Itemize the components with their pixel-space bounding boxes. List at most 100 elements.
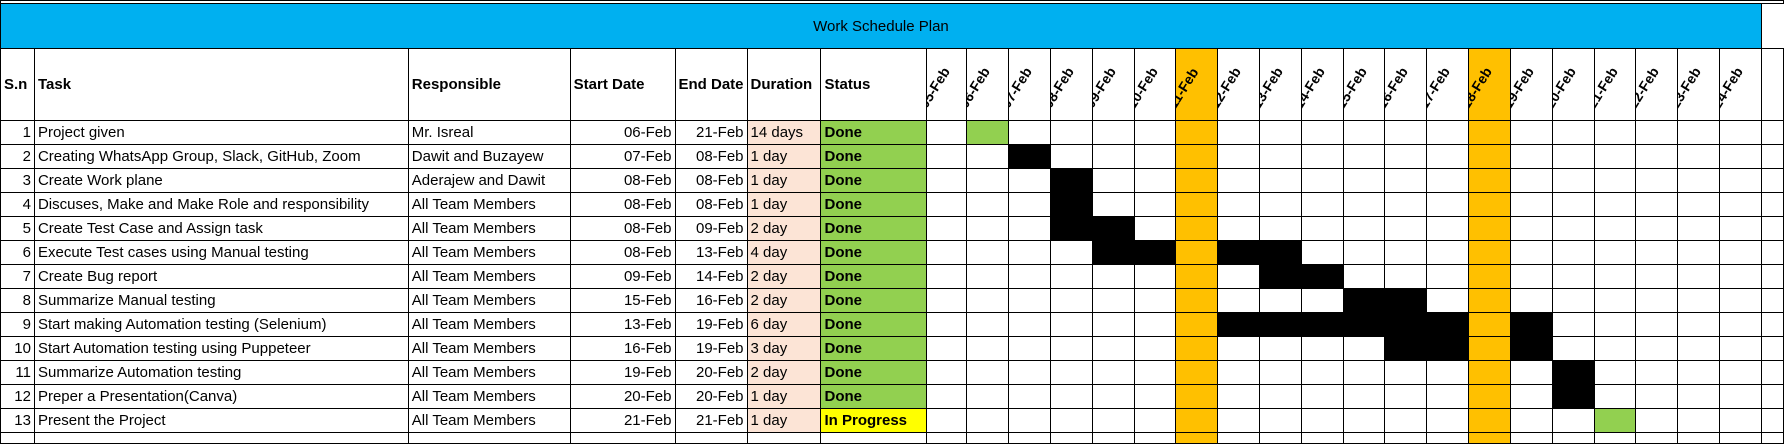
duration-cell[interactable]: 2 day: [746, 216, 822, 241]
sn-cell[interactable]: 8: [0, 288, 35, 313]
gantt-cell-12-Feb[interactable]: [1217, 216, 1260, 241]
gantt-cell-14-Feb[interactable]: [1300, 120, 1344, 145]
blank-header-cell[interactable]: [1760, 48, 1784, 121]
gantt-cell-05-Feb[interactable]: [926, 312, 968, 337]
gantt-cell-20-Feb[interactable]: [1551, 120, 1595, 145]
end-date-cell[interactable]: 09-Feb: [674, 216, 748, 241]
empty-cell[interactable]: [1468, 432, 1511, 444]
end-date-cell[interactable]: 08-Feb: [674, 192, 748, 217]
gantt-cell-08-Feb[interactable]: [1049, 216, 1093, 241]
gantt-cell-20-Feb[interactable]: [1551, 168, 1595, 193]
sn-cell[interactable]: 7: [0, 264, 35, 289]
gantt-cell-18-Feb[interactable]: [1468, 192, 1511, 217]
gantt-cell-17-Feb[interactable]: [1426, 120, 1470, 145]
empty-cell[interactable]: [1175, 432, 1219, 444]
gantt-cell-19-Feb[interactable]: [1509, 120, 1553, 145]
gantt-cell-24-Feb[interactable]: [1719, 120, 1762, 145]
gantt-cell-15-Feb[interactable]: [1342, 408, 1386, 433]
blank-cell[interactable]: [1760, 192, 1784, 217]
gantt-cell-24-Feb[interactable]: [1719, 216, 1762, 241]
gantt-cell-17-Feb[interactable]: [1426, 168, 1470, 193]
task-cell[interactable]: Present the Project: [33, 408, 409, 433]
gantt-cell-19-Feb[interactable]: [1509, 312, 1553, 337]
gantt-cell-14-Feb[interactable]: [1300, 144, 1344, 169]
gantt-cell-09-Feb[interactable]: [1091, 120, 1135, 145]
end-date-cell[interactable]: 20-Feb: [674, 360, 748, 385]
gantt-cell-17-Feb[interactable]: [1426, 240, 1470, 265]
sn-cell[interactable]: 6: [0, 240, 35, 265]
gantt-cell-05-Feb[interactable]: [926, 264, 968, 289]
gantt-cell-09-Feb[interactable]: [1091, 216, 1135, 241]
gantt-cell-11-Feb[interactable]: [1175, 264, 1219, 289]
task-cell[interactable]: Project given: [33, 120, 409, 145]
date-header-12-Feb[interactable]: 12-Feb: [1217, 48, 1260, 121]
empty-cell[interactable]: [407, 432, 571, 444]
gantt-cell-06-Feb[interactable]: [966, 168, 1010, 193]
gantt-cell-15-Feb[interactable]: [1342, 288, 1386, 313]
start-date-cell[interactable]: 06-Feb: [569, 120, 676, 145]
gantt-cell-06-Feb[interactable]: [966, 144, 1010, 169]
gantt-cell-08-Feb[interactable]: [1049, 192, 1093, 217]
task-cell[interactable]: Summarize Automation testing: [33, 360, 409, 385]
empty-cell[interactable]: [1133, 432, 1177, 444]
status-cell[interactable]: Done: [820, 168, 928, 193]
gantt-cell-12-Feb[interactable]: [1217, 288, 1260, 313]
gantt-cell-23-Feb[interactable]: [1677, 216, 1721, 241]
gantt-cell-13-Feb[interactable]: [1259, 216, 1302, 241]
gantt-cell-18-Feb[interactable]: [1468, 384, 1511, 409]
gantt-cell-13-Feb[interactable]: [1259, 168, 1302, 193]
gantt-cell-06-Feb[interactable]: [966, 336, 1010, 361]
start-date-cell[interactable]: 08-Feb: [569, 168, 676, 193]
gantt-cell-11-Feb[interactable]: [1175, 192, 1219, 217]
duration-cell[interactable]: 14 days: [746, 120, 822, 145]
gantt-cell-10-Feb[interactable]: [1133, 312, 1177, 337]
start-date-cell[interactable]: 08-Feb: [569, 192, 676, 217]
gantt-cell-07-Feb[interactable]: [1008, 312, 1051, 337]
responsible-cell[interactable]: All Team Members: [407, 360, 571, 385]
task-cell[interactable]: Create Test Case and Assign task: [33, 216, 409, 241]
task-cell[interactable]: Discuses, Make and Make Role and respons…: [33, 192, 409, 217]
gantt-cell-14-Feb[interactable]: [1300, 192, 1344, 217]
header-responsible[interactable]: Responsible: [407, 48, 571, 121]
responsible-cell[interactable]: Aderajew and Dawit: [407, 168, 571, 193]
gantt-cell-21-Feb[interactable]: [1593, 384, 1637, 409]
duration-cell[interactable]: 1 day: [746, 168, 822, 193]
gantt-cell-20-Feb[interactable]: [1551, 288, 1595, 313]
gantt-cell-10-Feb[interactable]: [1133, 216, 1177, 241]
gantt-cell-21-Feb[interactable]: [1593, 408, 1637, 433]
gantt-cell-13-Feb[interactable]: [1259, 336, 1302, 361]
gantt-cell-20-Feb[interactable]: [1551, 144, 1595, 169]
gantt-cell-07-Feb[interactable]: [1008, 288, 1051, 313]
gantt-cell-11-Feb[interactable]: [1175, 408, 1219, 433]
gantt-cell-20-Feb[interactable]: [1551, 336, 1595, 361]
gantt-cell-13-Feb[interactable]: [1259, 408, 1302, 433]
blank-cell[interactable]: [1760, 336, 1784, 361]
gantt-cell-22-Feb[interactable]: [1635, 216, 1679, 241]
task-cell[interactable]: Summarize Manual testing: [33, 288, 409, 313]
gantt-cell-19-Feb[interactable]: [1509, 216, 1553, 241]
gantt-cell-14-Feb[interactable]: [1300, 384, 1344, 409]
gantt-cell-12-Feb[interactable]: [1217, 312, 1260, 337]
gantt-cell-10-Feb[interactable]: [1133, 168, 1177, 193]
gantt-cell-17-Feb[interactable]: [1426, 144, 1470, 169]
empty-cell[interactable]: [1719, 432, 1762, 444]
gantt-cell-15-Feb[interactable]: [1342, 360, 1386, 385]
gantt-cell-05-Feb[interactable]: [926, 384, 968, 409]
gantt-cell-21-Feb[interactable]: [1593, 168, 1637, 193]
duration-cell[interactable]: 2 day: [746, 288, 822, 313]
gantt-cell-23-Feb[interactable]: [1677, 168, 1721, 193]
gantt-cell-15-Feb[interactable]: [1342, 216, 1386, 241]
gantt-cell-18-Feb[interactable]: [1468, 264, 1511, 289]
gantt-cell-15-Feb[interactable]: [1342, 312, 1386, 337]
gantt-cell-12-Feb[interactable]: [1217, 336, 1260, 361]
gantt-cell-13-Feb[interactable]: [1259, 384, 1302, 409]
gantt-cell-19-Feb[interactable]: [1509, 408, 1553, 433]
gantt-cell-15-Feb[interactable]: [1342, 168, 1386, 193]
gantt-cell-15-Feb[interactable]: [1342, 192, 1386, 217]
gantt-cell-20-Feb[interactable]: [1551, 264, 1595, 289]
blank-cell[interactable]: [1760, 264, 1784, 289]
task-cell[interactable]: Execute Test cases using Manual testing: [33, 240, 409, 265]
gantt-cell-06-Feb[interactable]: [966, 408, 1010, 433]
gantt-cell-07-Feb[interactable]: [1008, 168, 1051, 193]
start-date-cell[interactable]: 20-Feb: [569, 384, 676, 409]
